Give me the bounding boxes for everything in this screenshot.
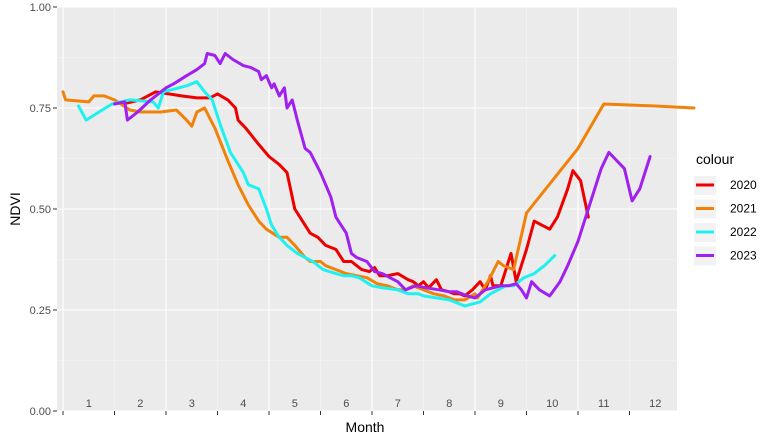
y-tick-label: 0.25 xyxy=(30,305,51,317)
month-label: 9 xyxy=(498,398,504,410)
x-axis xyxy=(62,411,630,415)
month-label: 8 xyxy=(446,398,452,410)
series-lines xyxy=(61,52,696,308)
month-label: 3 xyxy=(189,398,195,410)
legend-label-2020: 2020 xyxy=(730,178,757,192)
legend-label-2021: 2021 xyxy=(730,202,757,216)
series-line-2023 xyxy=(113,52,652,300)
series-line-2022 xyxy=(77,80,557,308)
month-label: 1 xyxy=(86,398,92,410)
month-label: 10 xyxy=(546,398,558,410)
grid-major-lines xyxy=(57,6,677,412)
month-label: 5 xyxy=(292,398,298,410)
series-line-2020 xyxy=(120,90,590,298)
month-label: 2 xyxy=(137,398,143,410)
series-line-2021 xyxy=(61,90,696,302)
legend-label-2023: 2023 xyxy=(730,249,757,263)
x-axis-title: Month xyxy=(346,419,385,435)
legend-items: 2020 2021 2022 2023 xyxy=(694,176,757,266)
legend: colour 2020 2021 2022 2023 xyxy=(694,151,757,266)
legend-label-2022: 2022 xyxy=(730,225,757,239)
y-axis-title: NDVI xyxy=(7,192,23,225)
y-tick-label: 0.00 xyxy=(30,406,51,418)
y-tick-label: 1.00 xyxy=(30,2,51,14)
month-label: 12 xyxy=(649,398,661,410)
month-label: 11 xyxy=(598,398,609,410)
month-labels: 1 2 3 4 5 6 7 8 9 10 11 12 xyxy=(86,398,662,410)
y-tick-label: 0.50 xyxy=(30,204,51,216)
y-tick-label: 0.75 xyxy=(30,103,51,115)
month-label: 7 xyxy=(395,398,401,410)
month-label: 4 xyxy=(240,398,246,410)
y-axis: 0.00 0.25 0.50 0.75 1.00 xyxy=(30,2,57,418)
legend-title: colour xyxy=(696,151,734,167)
month-label: 6 xyxy=(343,398,349,410)
